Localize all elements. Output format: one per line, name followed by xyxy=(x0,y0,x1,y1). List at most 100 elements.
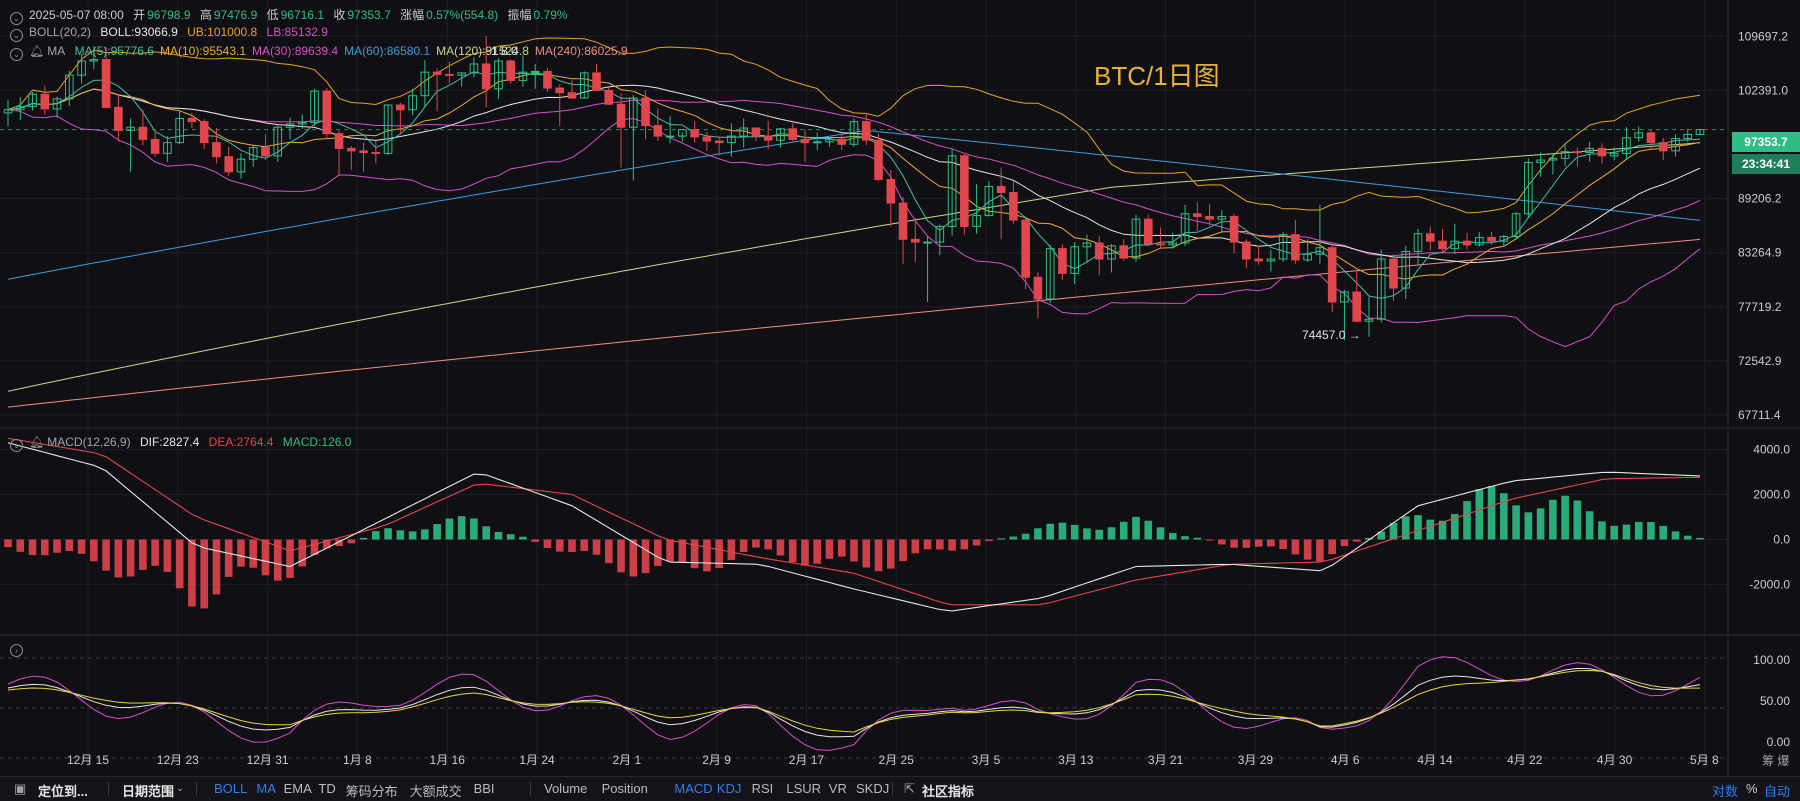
candle-body xyxy=(530,70,540,73)
indicator-toggle-lsur[interactable]: LSUR xyxy=(786,781,822,796)
macd-histogram-bar xyxy=(1549,499,1557,540)
boll-name[interactable]: BOLL(20,2) xyxy=(29,25,92,39)
price-axis-label: 83264.9 xyxy=(1738,246,1782,260)
macd-histogram-bar xyxy=(1279,539,1287,550)
candle-body xyxy=(396,104,405,111)
indicator-toggle-ema[interactable]: EMA xyxy=(283,781,312,796)
candle-body xyxy=(1511,213,1521,238)
date-axis-label: 3月 5 xyxy=(972,753,1001,767)
indicator-toggle-volume[interactable]: Volume xyxy=(544,781,588,796)
indicator-toggle-td[interactable]: TD xyxy=(318,781,336,796)
date-axis-label: 4月 14 xyxy=(1417,753,1453,767)
bell-icon[interactable]: 🔔︎ xyxy=(29,435,45,449)
macd-histogram-bar xyxy=(90,539,98,562)
ma-name[interactable]: MA xyxy=(47,44,66,58)
macd-histogram-bar xyxy=(972,539,981,546)
expand-chevron-icon[interactable]: ⌄ xyxy=(10,439,23,452)
candle-body xyxy=(923,241,932,244)
indicator-toggle-ma[interactable]: MA xyxy=(256,781,276,796)
candle-body xyxy=(825,138,834,143)
candle-body xyxy=(1536,159,1545,164)
macd-histogram-bar xyxy=(1450,514,1459,540)
indicator-toggle-vr[interactable]: VR xyxy=(828,781,847,796)
candle-body xyxy=(1609,152,1619,157)
percent-scale-toggle[interactable]: % xyxy=(1746,781,1758,796)
amplitude-label: 振幅 xyxy=(507,8,532,22)
macd-histogram-bar xyxy=(200,539,208,609)
macd-histogram-bar xyxy=(1107,527,1116,540)
indicator-toggle-bbi[interactable]: BBI xyxy=(473,781,495,796)
boll-legend: ⌄ BOLL(20,2) BOLL:93066.9 UB:101000.8 LB:… xyxy=(10,25,334,42)
macd-histogram-bar xyxy=(237,539,245,567)
expand-chevron-icon[interactable]: › xyxy=(10,644,23,657)
date-axis-label: 12月 23 xyxy=(157,753,199,767)
candle-body xyxy=(641,97,650,127)
candle-body xyxy=(812,141,822,144)
bell-icon[interactable]: 🔔︎ xyxy=(29,44,45,58)
expand-chevron-icon[interactable]: ⌄ xyxy=(10,29,23,42)
macd-histogram-bar xyxy=(298,539,307,567)
date-axis-label: 4月 6 xyxy=(1331,753,1360,767)
price-axis-label: 67711.4 xyxy=(1738,408,1781,422)
community-icon[interactable]: ⇱ xyxy=(904,781,915,796)
candle-body xyxy=(187,117,197,123)
community-indicators-button[interactable]: 社区指标 xyxy=(922,784,975,799)
macd-histogram-bar xyxy=(690,539,699,569)
indicator-toggle-筹码分布[interactable]: 筹码分布 xyxy=(345,784,398,799)
macd-histogram-bar xyxy=(1340,539,1349,547)
candle-body xyxy=(898,202,908,240)
chevron-down-icon[interactable]: ⌄ xyxy=(176,783,185,794)
macd-histogram-bar xyxy=(1622,524,1631,540)
axis-corner-labels[interactable]: 筹 爆 xyxy=(1762,754,1790,768)
macd-histogram-bar xyxy=(960,539,969,550)
expand-chevron-icon[interactable]: ⌄ xyxy=(10,48,23,61)
candle-body xyxy=(1009,192,1018,221)
locate-button[interactable]: 定位到... xyxy=(38,784,88,799)
indicator-toggle-kdj[interactable]: KDJ xyxy=(716,781,742,796)
macd-histogram-bar xyxy=(126,539,135,577)
indicator-toggle-大额成交[interactable]: 大额成交 xyxy=(409,784,462,799)
calendar-icon[interactable]: ▣ xyxy=(14,781,27,796)
macd-histogram-bar xyxy=(65,539,74,552)
candle-body xyxy=(1425,233,1435,242)
macd-histogram-bar xyxy=(335,539,343,546)
date-range-button[interactable]: 日期范围 xyxy=(122,784,175,799)
candle-body xyxy=(101,59,111,108)
candle-body xyxy=(40,93,50,110)
auto-scale-toggle[interactable]: 自动 xyxy=(1764,784,1791,799)
macd-histogram-bar xyxy=(1132,516,1140,540)
macd-histogram-bar xyxy=(1524,512,1533,540)
kdj-panel xyxy=(0,656,1728,759)
indicator-toggle-position[interactable]: Position xyxy=(601,781,648,796)
candle-body xyxy=(653,125,663,137)
chart-grid xyxy=(0,0,1800,776)
macd-histogram-bar xyxy=(1303,539,1312,560)
boll-ub-value: UB:101000.8 xyxy=(187,25,258,39)
candlestick-series xyxy=(3,36,1705,341)
candle-body xyxy=(1389,258,1398,289)
macd-histogram-bar xyxy=(286,539,294,578)
log-scale-toggle[interactable]: 对数 xyxy=(1712,784,1739,799)
macd-histogram-bar xyxy=(1230,539,1238,548)
macd-histogram-bar xyxy=(1487,486,1496,540)
candle-body xyxy=(297,121,307,125)
macd-histogram-bar xyxy=(874,539,883,572)
macd-name[interactable]: MACD(12,26,9) xyxy=(47,435,131,449)
change-label: 涨幅 xyxy=(400,8,425,22)
low-label: 低 xyxy=(266,8,279,22)
macd-dea-value: DEA:2764.4 xyxy=(208,435,274,449)
candle-body xyxy=(1671,138,1680,152)
expand-chevron-icon[interactable]: ⌄ xyxy=(10,12,23,25)
macd-histogram-bar xyxy=(188,539,196,607)
indicator-toggle-rsi[interactable]: RSI xyxy=(751,781,774,796)
indicator-toggle-macd[interactable]: MACD xyxy=(674,781,713,796)
candle-body xyxy=(714,140,724,144)
indicator-toggle-boll[interactable]: BOLL xyxy=(214,781,248,796)
indicator-toggle-skdj[interactable]: SKDJ xyxy=(856,781,890,796)
candle-body xyxy=(1560,151,1570,159)
macd-histogram-bar xyxy=(77,539,86,554)
candle-body xyxy=(1499,236,1509,242)
candle-datetime: 2025-05-07 08:00 xyxy=(29,8,124,22)
macd-histogram-bar xyxy=(249,539,258,568)
